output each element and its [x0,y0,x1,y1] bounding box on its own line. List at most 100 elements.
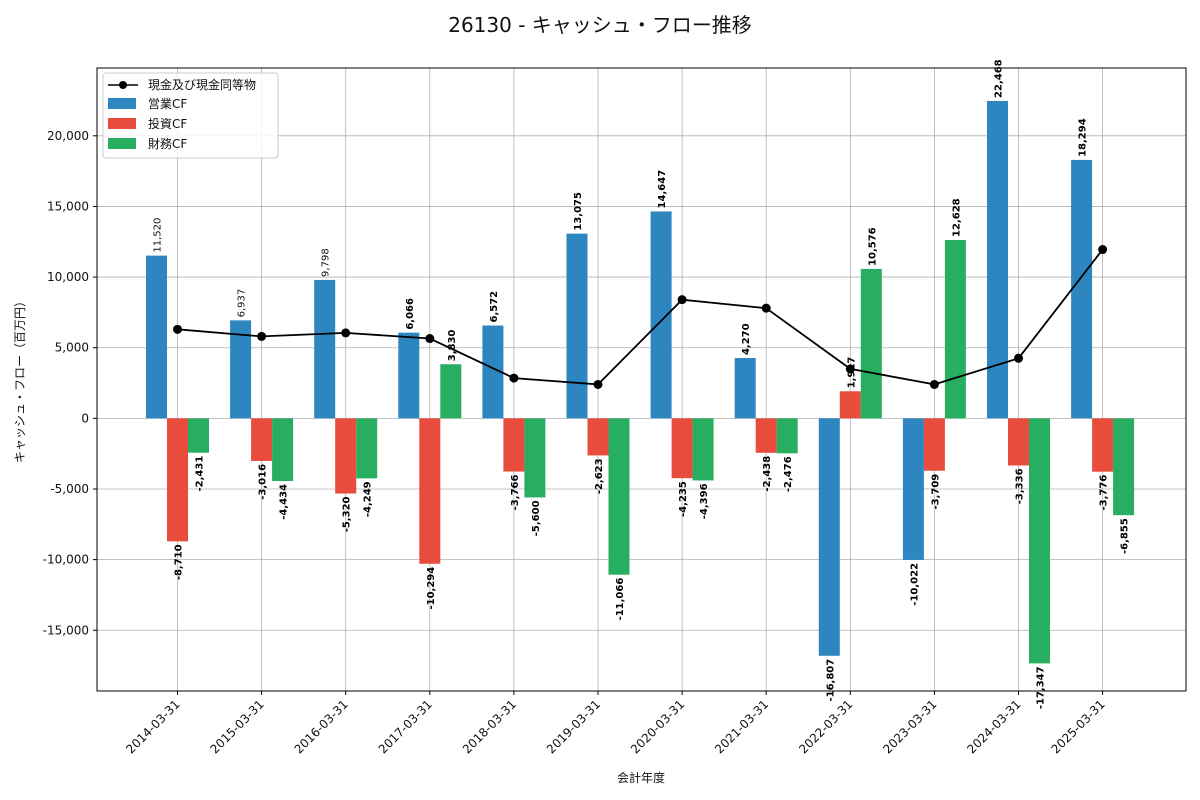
bar-operating-cf [146,255,167,419]
bar-investing-cf [755,418,777,453]
bar-value-label: -6,855 [1120,518,1131,554]
bar-financing-cf [608,418,630,575]
bar-value-label: -4,235 [678,481,689,517]
bar-financing-cf [944,239,966,419]
bar-operating-cf [734,358,756,419]
bar-operating-cf [1071,159,1093,419]
bar-investing-cf [1008,418,1029,466]
legend-label-investing: 投資CF [148,116,187,131]
bar-value-label: 1,917 [846,357,857,389]
x-tick-label: 2021-03-31 [712,697,771,756]
legend-label-financing: 財務CF [148,136,187,151]
plot-area-frame [96,67,1187,692]
bar-financing-cf [188,418,209,453]
bar-value-label: 13,075 [573,192,584,231]
bar-value-label: 10,576 [867,227,878,266]
bar-financing-cf [860,268,882,419]
x-tick-label: 2024-03-31 [964,697,1023,756]
x-axis-label: 会計年度 [617,770,665,785]
legend-marker-swatch [119,81,127,89]
bars [146,100,1135,664]
bar-investing-cf [503,418,525,472]
bar-value-label: -2,476 [783,456,794,492]
x-tick-label: 2025-03-31 [1049,697,1108,756]
bar-value-label: 6,937 [237,289,248,318]
bar-value-label: -2,431 [195,456,206,492]
legend-label-cash: 現金及び現金同等物 [148,77,256,92]
cash-equivalents-point [761,303,771,313]
y-tick-label: 15,000 [47,199,89,213]
bar-value-label: -3,016 [258,464,269,500]
cash-equivalents-point [593,379,603,389]
bar-value-label: -16,807 [825,659,836,702]
bar-investing-cf [587,418,609,456]
bar-value-label: 14,647 [657,170,668,209]
cash-equivalents-point [257,331,267,341]
y-tick-label: 0 [81,411,89,425]
y-tick-label: -10,000 [43,553,89,567]
bar-value-label: 18,294 [1078,118,1089,157]
bar-value-label: -5,320 [342,496,353,532]
x-tick-label: 2022-03-31 [796,697,855,756]
bar-financing-cf [356,418,378,479]
x-tick-label: 2015-03-31 [208,697,267,756]
bar-investing-cf [839,391,861,419]
x-tick-label: 2014-03-31 [123,697,182,756]
bar-value-label: -8,710 [174,544,185,580]
cash-line [173,245,1108,389]
bar-value-label: -11,066 [615,578,626,621]
bar-value-label: 11,520 [153,218,164,253]
x-tick-label: 2019-03-31 [544,697,603,756]
bar-investing-cf [419,418,441,564]
bar-financing-cf [692,418,714,481]
bar-investing-cf [335,418,357,494]
bar-value-label: -3,776 [1099,475,1110,511]
bar-operating-cf [314,279,336,419]
bar-financing-cf [776,418,798,454]
bar-operating-cf [566,233,588,419]
cash-equivalents-point [1014,353,1023,363]
bar-value-label: -4,396 [699,483,710,519]
x-tick-label: 2023-03-31 [880,697,939,756]
bar-value-label: 4,270 [741,323,752,355]
cash-equivalents-point [509,373,519,383]
bar-investing-cf [251,418,273,461]
bar-financing-cf [524,418,546,498]
bar-value-label: 3,830 [447,330,458,362]
bar-operating-cf [650,211,672,419]
bar-operating-cf [987,100,1008,419]
bar-financing-cf [1113,418,1135,516]
bar-investing-cf [923,418,945,471]
x-tick-label: 2018-03-31 [460,697,519,756]
y-axis-ticks: -15,000 -10,000 -5,000 0 5,000 10,000 15,000 20… [43,129,97,637]
bar-value-label: -17,347 [1036,666,1047,709]
cash-equivalents-line [177,248,1104,386]
cash-equivalents-point [425,334,435,344]
bar-value-label: -3,336 [1015,468,1026,504]
bar-value-label: -2,623 [594,458,605,494]
bar-value-label: 22,468 [994,59,1005,98]
x-axis-ticks: 2014-03-31 2015-03-31 2016-03-31 2017-03-31… [123,691,1108,756]
y-tick-label: -5,000 [50,482,89,496]
grid-lines [97,68,1186,691]
bar-financing-cf [272,418,294,481]
bar-investing-cf [671,418,693,479]
legend-box [102,72,279,159]
bar-investing-cf [167,418,188,542]
bar-operating-cf [230,320,252,419]
cash-equivalents-point [677,295,687,305]
bar-value-label: 9,798 [321,248,332,277]
legend-swatch-financing [108,138,136,149]
bar-financing-cf [1029,418,1050,664]
cash-equivalents-point [341,328,351,338]
y-tick-label: 20,000 [47,129,89,143]
bar-value-label: -2,438 [762,456,773,492]
y-tick-label: 10,000 [47,270,89,284]
cash-equivalents-point [173,324,182,334]
bar-investing-cf [1092,418,1114,472]
x-tick-label: 2016-03-31 [292,697,351,756]
chart-title: 26130 - キャッシュ・フロー推移 [448,13,752,37]
bar-value-label: -4,434 [279,484,290,520]
legend: 現金及び現金同等物 営業CF 投資CF 財務CF [102,72,279,159]
